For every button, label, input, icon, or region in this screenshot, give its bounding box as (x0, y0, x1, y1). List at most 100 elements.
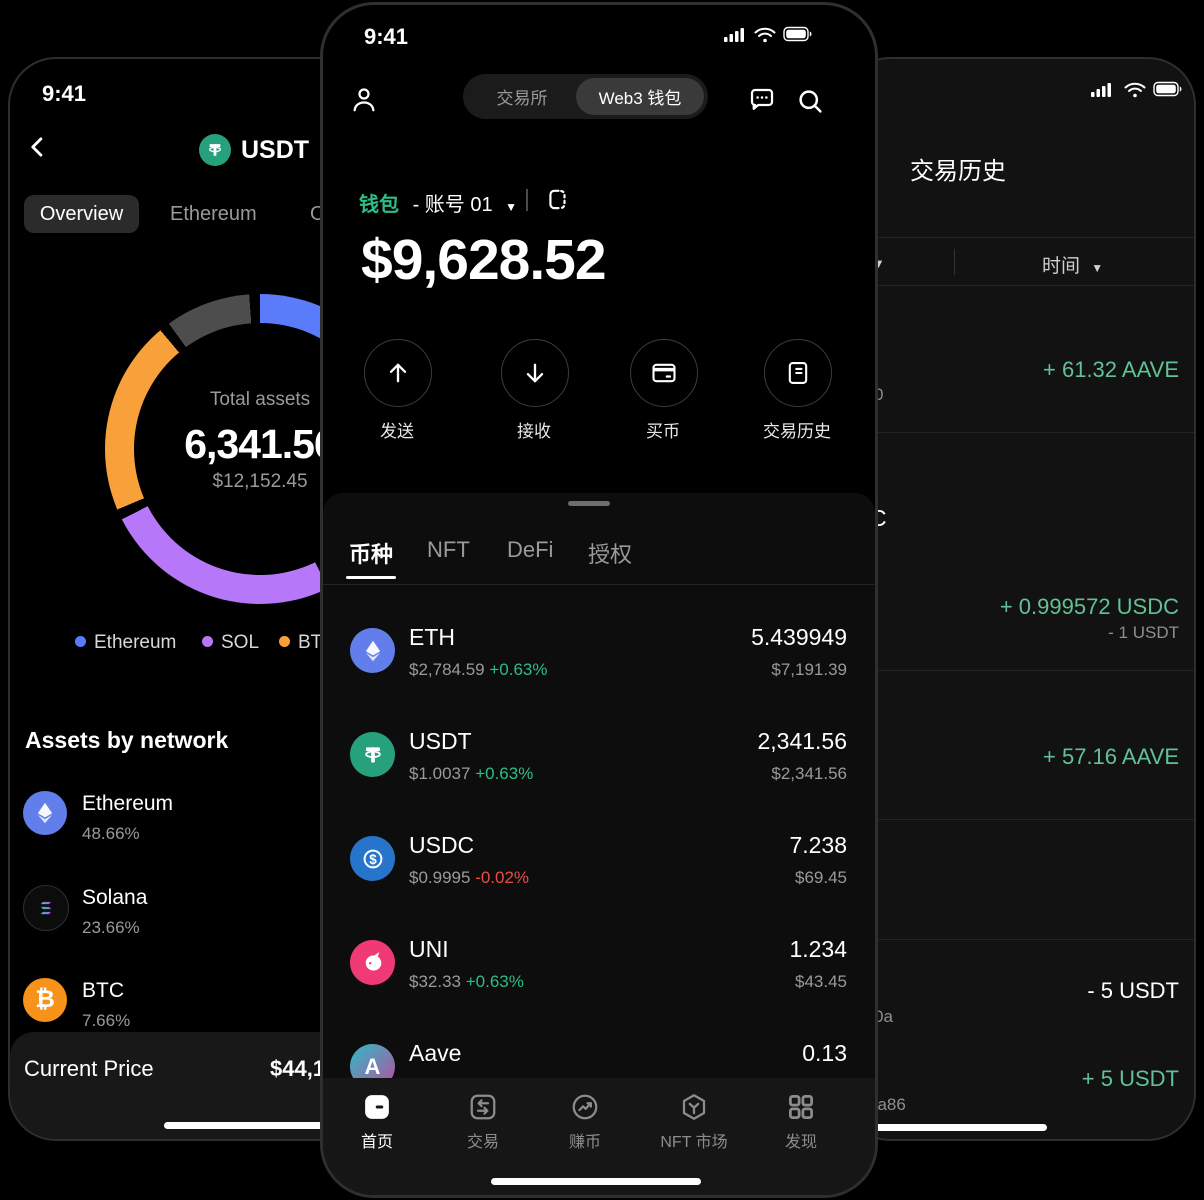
network-row-ethereum[interactable]: Ethereum 48.66% (23, 791, 363, 843)
active-tab-underline (346, 576, 396, 579)
profile-icon[interactable] (349, 84, 379, 114)
divider (844, 237, 1194, 238)
token-symbol: ETH (409, 624, 455, 650)
btc-icon: ₿ (23, 978, 67, 1022)
account-caret-icon: ▼ (505, 200, 518, 214)
nft-market-icon (682, 1094, 706, 1120)
signal-icon (723, 25, 747, 45)
home-indicator[interactable] (864, 1124, 1047, 1131)
current-price-label: Current Price (24, 1056, 154, 1081)
svg-text:$: $ (369, 851, 377, 866)
total-balance: $9,628.52 (361, 228, 607, 292)
sheet-tab-nft[interactable]: NFT (427, 537, 470, 562)
wifi-icon (753, 25, 777, 45)
home-indicator[interactable] (491, 1178, 701, 1185)
filter-divider (954, 249, 955, 275)
tx-amount[interactable]: + 5 USDT (1081, 1066, 1179, 1091)
account-label: - 账号 01 (412, 194, 493, 216)
token-price: $2,784.59 (409, 660, 485, 679)
chat-icon[interactable] (747, 85, 777, 115)
token-change: -0.02% (475, 868, 530, 887)
legend-label-sol: SOL (221, 632, 260, 653)
token-row-uni[interactable]: UNI $32.33 +0.63% 1.234 $43.45 (350, 918, 847, 1006)
usdt-icon (350, 732, 395, 777)
tx-partial-text: 0 (874, 385, 884, 404)
earn-icon (572, 1094, 598, 1120)
nav-item-home[interactable]: 首页 (323, 1092, 432, 1152)
network-row-solana[interactable]: Solana 23.66% (23, 885, 363, 937)
receive-button[interactable] (501, 339, 569, 407)
history-title: 交易历史 (910, 158, 1006, 185)
token-symbol: USDC (409, 832, 475, 858)
token-row-eth[interactable]: ETH $2,784.59 +0.63% 5.439949 $7,191.39 (350, 606, 847, 694)
tab-web3-wallet[interactable]: Web3 钱包 (576, 78, 704, 115)
token-price: $1.0037 (409, 764, 471, 783)
token-symbol: UNI (409, 936, 449, 962)
wallet-label: 钱包 (359, 194, 399, 216)
buy-crypto-button[interactable] (630, 339, 698, 407)
tab-overview[interactable]: Overview (24, 195, 139, 233)
token-symbol: Aave (409, 1040, 462, 1066)
divider (323, 584, 875, 585)
battery-icon (1153, 81, 1183, 97)
network-percent: 23.66% (82, 918, 140, 937)
token-fiat: $7,191.39 (771, 660, 847, 679)
send-button[interactable] (364, 339, 432, 407)
search-icon[interactable] (795, 86, 825, 116)
wallet-selector[interactable]: 钱包 - 账号 01 ▼ (359, 188, 517, 217)
status-time: 9:41 (364, 24, 409, 49)
history-button[interactable] (764, 339, 832, 407)
nav-item-discover[interactable]: 发现 (746, 1092, 856, 1152)
switch-account-icon[interactable] (545, 187, 571, 213)
bottom-nav: 首页 交易 赚币 NFT 市场 发现 (323, 1078, 875, 1195)
token-amount: 2,341.56 (757, 728, 847, 754)
token-fiat: $69.45 (795, 868, 847, 887)
network-percent: 7.66% (82, 1011, 131, 1030)
token-fiat: $43.45 (795, 972, 847, 991)
donut-total-fiat: $12,152.45 (212, 471, 308, 492)
wallet-home-phone: 9:41 交易所 Web3 钱包 钱包 - 账号 01 ▼ $9,628.52 … (320, 2, 878, 1198)
assets-by-network-title: Assets by network (25, 727, 229, 753)
token-row-usdt[interactable]: USDT $1.0037 +0.63% 2,341.56 $2,341.56 (350, 710, 847, 798)
home-icon (365, 1095, 389, 1119)
tab-ethereum[interactable]: Ethereum (170, 203, 257, 225)
token-change: +0.63% (489, 660, 548, 679)
back-icon[interactable] (24, 133, 52, 161)
network-row-btc[interactable]: ₿ BTC 7.66% (23, 978, 363, 1030)
token-row-usdc[interactable]: $ USDC $0.9995 -0.02% 7.238 $69.45 (350, 814, 847, 902)
donut-total-value: 6,341.56 (184, 421, 337, 467)
usdt-icon (199, 134, 231, 166)
eth-icon (350, 628, 395, 673)
divider (844, 939, 1194, 940)
token-amount: 0.13 (802, 1040, 847, 1066)
tx-amount[interactable]: + 57.16 AAVE (1043, 744, 1179, 769)
sheet-tab-coins[interactable]: 币种 (349, 542, 394, 567)
network-name: Ethereum (82, 792, 174, 815)
sheet-tab-approvals[interactable]: 授权 (588, 542, 633, 567)
time-filter[interactable]: 时间 ▼ (1042, 251, 1103, 278)
tx-amount[interactable]: + 61.32 AAVE (1043, 357, 1179, 382)
network-name: Solana (82, 886, 148, 909)
divider (844, 819, 1194, 820)
token-change: +0.63% (465, 972, 524, 991)
donut-total-label: Total assets (209, 389, 311, 410)
status-time: 9:41 (42, 81, 87, 106)
solana-icon (23, 885, 69, 931)
wifi-icon (1123, 80, 1147, 100)
divider (844, 285, 1194, 286)
token-detail-phone: 9:41 USDT Overview Ethereum O Total asse… (8, 57, 380, 1141)
tx-amount[interactable]: - 5 USDT (1087, 978, 1179, 1003)
tx-sub-amount: - 1 USDT (1108, 623, 1179, 642)
token-price: $0.9995 (409, 868, 471, 887)
home-indicator[interactable] (164, 1122, 378, 1129)
tx-address-tail: 0a (874, 1007, 893, 1026)
sheet-tab-defi[interactable]: DeFi (507, 537, 554, 562)
network-percent: 48.66% (82, 824, 140, 843)
drag-handle[interactable] (568, 501, 610, 506)
tx-amount[interactable]: + 0.999572 USDC (999, 594, 1179, 619)
nav-item-earn[interactable]: 赚币 (530, 1092, 640, 1152)
tab-exchange[interactable]: 交易所 (496, 89, 548, 108)
token-amount: 5.439949 (751, 624, 847, 650)
nav-item-trade[interactable]: 交易 (428, 1092, 538, 1152)
nav-item-nft-market[interactable]: NFT 市场 (639, 1092, 749, 1152)
